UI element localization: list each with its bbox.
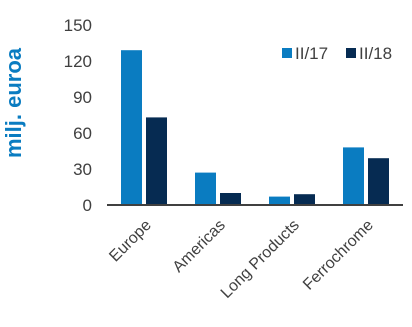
bar-ii-18-ferrochrome	[368, 158, 389, 205]
bar-ii-17-long-products	[269, 196, 290, 205]
legend: II/17 II/18	[282, 44, 392, 63]
bars	[121, 50, 389, 206]
legend-label: II/18	[359, 44, 392, 63]
x-tick-label: Americas	[170, 217, 229, 276]
legend-swatch	[282, 48, 292, 58]
bar-ii-17-ferrochrome	[343, 147, 364, 205]
bar-ii-18-americas	[220, 193, 241, 205]
y-tick-label: 30	[73, 160, 92, 179]
y-tick-label: 90	[73, 88, 92, 107]
y-axis-ticks: 0 30 60 90 120 150	[64, 16, 92, 215]
bar-ii-17-americas	[195, 172, 216, 205]
y-tick-label: 0	[83, 196, 92, 215]
bar-ii-18-europe	[146, 117, 167, 205]
x-tick-label: Long Products	[218, 217, 303, 302]
y-tick-label: 60	[73, 124, 92, 143]
bar-ii-17-europe	[121, 50, 142, 206]
bar-ii-18-long-products	[294, 194, 315, 205]
legend-label: II/17	[295, 44, 328, 63]
x-tick-label: Europe	[106, 217, 155, 266]
y-axis-label: milj. euroa	[1, 47, 26, 158]
y-tick-label: 150	[64, 16, 92, 35]
legend-swatch	[346, 48, 356, 58]
y-tick-label: 120	[64, 52, 92, 71]
x-tick-label: Ferrochrome	[300, 217, 377, 294]
